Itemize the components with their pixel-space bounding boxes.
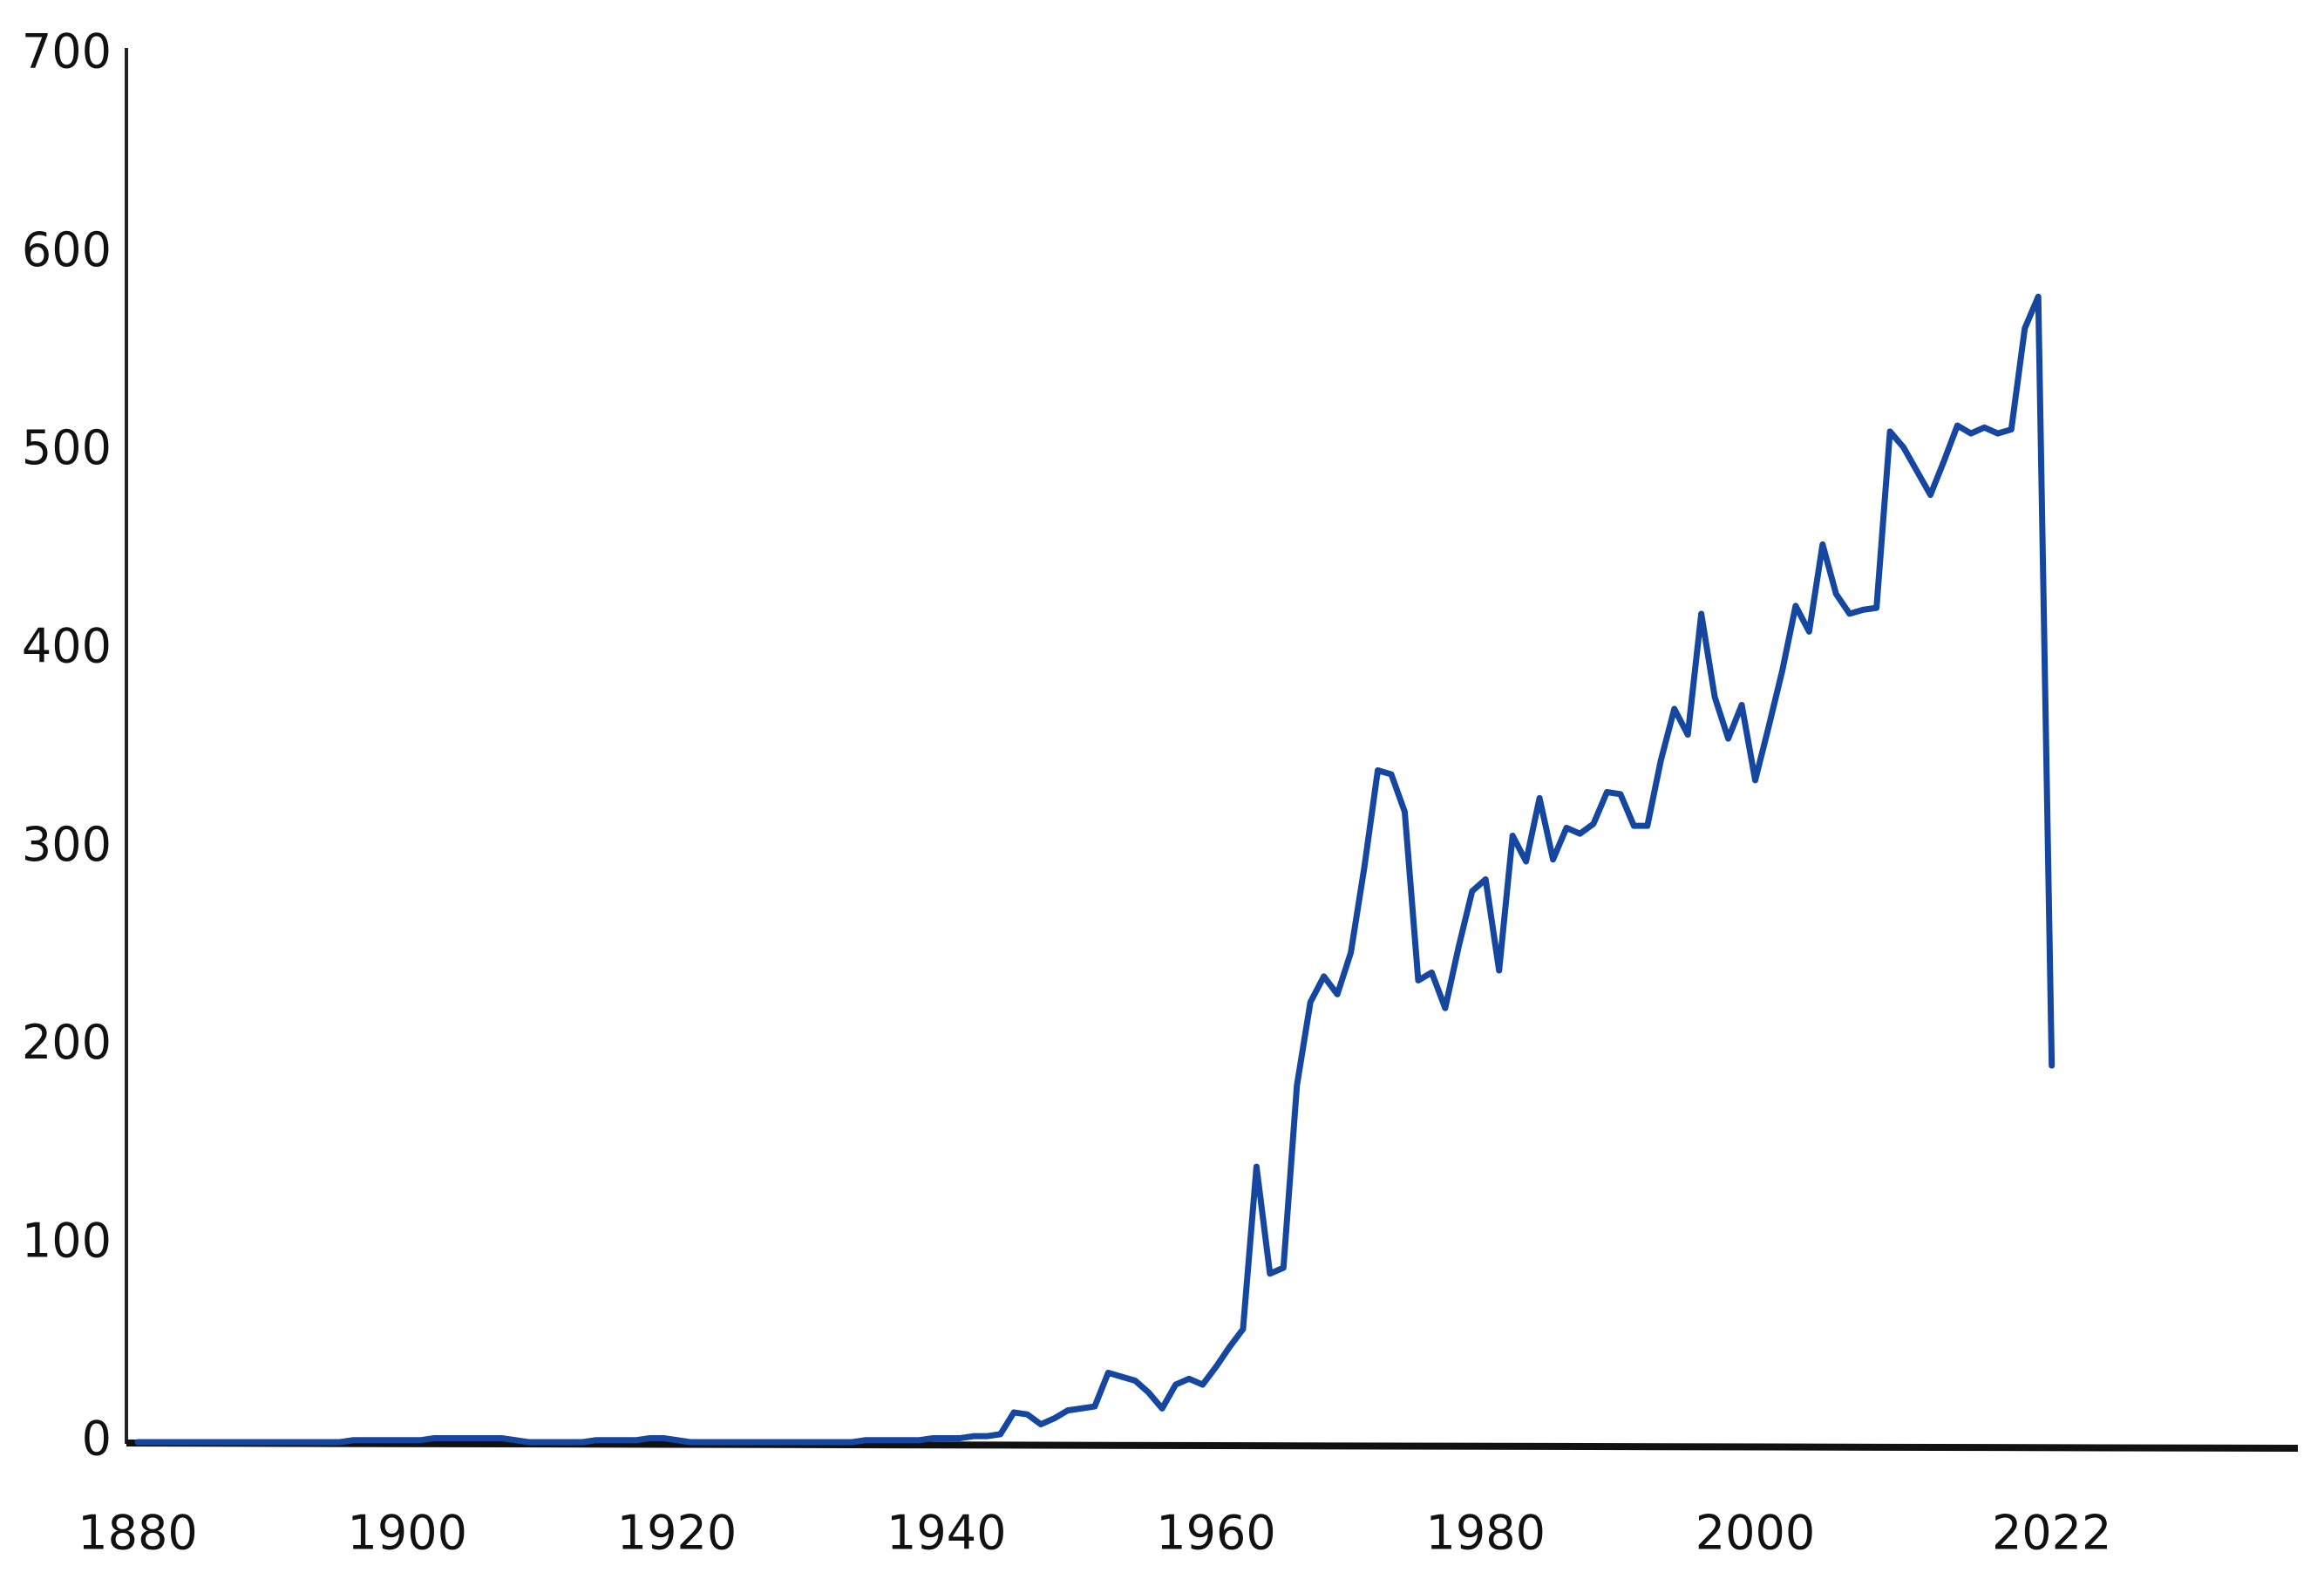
- x-tick-label: 2000: [1695, 1506, 1815, 1561]
- y-tick-label: 700: [22, 24, 112, 79]
- y-tick-label: 500: [22, 420, 112, 475]
- x-tick-label: 1980: [1426, 1506, 1546, 1561]
- x-axis: [126, 1440, 2299, 1452]
- x-tick-label: 1920: [617, 1506, 737, 1561]
- y-tick-label: 200: [22, 1015, 112, 1070]
- y-tick-label: 400: [22, 618, 112, 673]
- x-tick-label: 1960: [1156, 1506, 1275, 1561]
- x-tick-label: 1940: [887, 1506, 1006, 1561]
- y-tick-label: 0: [82, 1412, 112, 1467]
- y-tick-label: 300: [22, 817, 112, 872]
- y-tick-label: 100: [22, 1213, 112, 1268]
- x-tick-label: 1880: [78, 1506, 197, 1561]
- x-tick-label: 1900: [348, 1506, 467, 1561]
- y-tick-label: 600: [22, 222, 112, 277]
- x-tick-label: 2022: [1992, 1506, 2111, 1561]
- data-line: [134, 293, 2056, 1446]
